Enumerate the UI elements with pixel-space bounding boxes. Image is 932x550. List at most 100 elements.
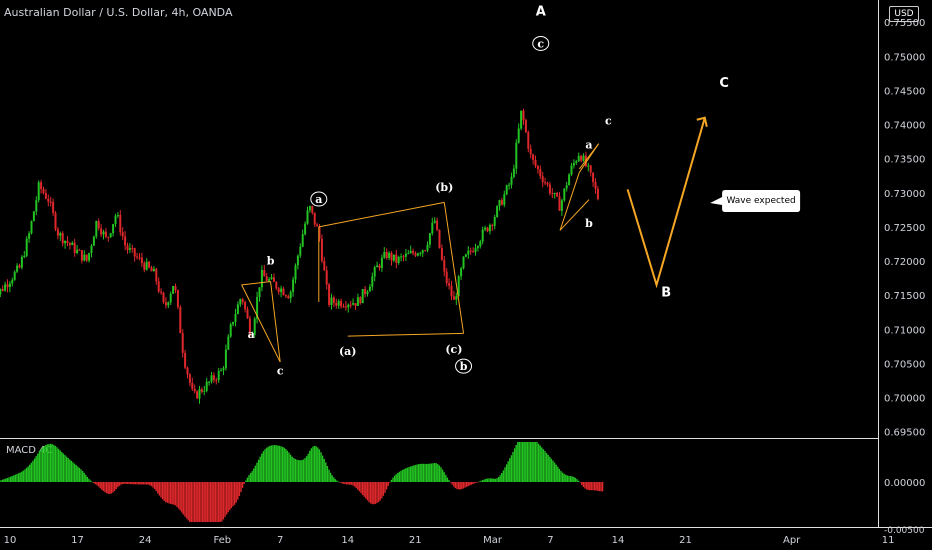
candle-body [304, 223, 307, 235]
macd-bar [329, 472, 332, 482]
macd-bar [454, 482, 457, 489]
triangle-right-1[interactable] [559, 172, 580, 231]
candle-body [548, 184, 551, 194]
macd-bar [152, 482, 154, 488]
candle-body [220, 370, 223, 372]
macd-bar [113, 482, 116, 491]
candle-body [102, 231, 105, 235]
candle-body [409, 250, 412, 254]
macd-bar [541, 447, 543, 482]
macd-bar [195, 482, 197, 522]
triangle-left-1[interactable] [241, 284, 281, 363]
macd-bar [350, 482, 353, 485]
macd-bar [381, 482, 383, 499]
candle-body [196, 391, 199, 399]
macd-bar [129, 482, 132, 485]
macd-bar [49, 443, 52, 482]
candle-body [109, 233, 112, 238]
macd-bar [161, 482, 164, 500]
macd-bar [17, 473, 20, 482]
macd-bar [574, 477, 577, 482]
candle-body [546, 182, 549, 185]
macd-bar [235, 482, 237, 503]
macd-bar [430, 463, 433, 482]
candle-body [462, 256, 465, 269]
macd-bar [373, 482, 375, 505]
candle-body [174, 286, 177, 291]
triangle-left-2[interactable] [270, 281, 281, 363]
macd-bar [168, 482, 170, 504]
macd-bar [313, 445, 316, 482]
macd-bar [13, 475, 15, 482]
candle-body [527, 132, 530, 149]
candle-body [1, 288, 4, 291]
candle-body [200, 389, 203, 392]
macd-bar [344, 482, 346, 485]
macd-bar [270, 445, 273, 482]
candle-body [270, 277, 273, 280]
channel-line-bottom[interactable] [347, 332, 464, 337]
macd-bar [558, 468, 561, 482]
macd-bar [221, 482, 223, 522]
candle-body [138, 257, 141, 259]
macd-bar [25, 467, 28, 482]
candle-body [37, 182, 40, 201]
callout-text: Wave expected [726, 196, 795, 206]
macd-bar [197, 482, 199, 522]
triangle-left-3[interactable] [241, 280, 271, 286]
candle-body [529, 148, 532, 155]
macd-bar [187, 482, 189, 521]
macd-bar [353, 482, 356, 487]
macd-bar [289, 454, 292, 482]
triangle-right-4[interactable] [559, 199, 590, 231]
candle-body [342, 306, 345, 308]
macd-bar [81, 470, 84, 482]
candle-body [474, 248, 477, 252]
candle-body [265, 276, 268, 281]
candle-body [124, 236, 127, 246]
macd-bar [182, 482, 185, 515]
macd-bar [587, 482, 589, 490]
currency-badge[interactable]: USD [889, 6, 919, 22]
macd-bar [513, 448, 516, 482]
candle-body [198, 389, 201, 399]
channel-line-right[interactable] [443, 202, 465, 334]
candle-body [558, 196, 561, 211]
macd-bar [312, 446, 314, 482]
macd-bar [150, 482, 153, 487]
candle-body [184, 352, 187, 368]
candle-body [551, 193, 554, 195]
candle-body [404, 253, 407, 257]
projection-path[interactable] [626, 117, 706, 289]
candle-body [119, 215, 122, 233]
macd-bar [408, 467, 410, 482]
macd-bar [382, 482, 385, 496]
candle-body [241, 299, 244, 302]
candle-body [208, 381, 211, 383]
macd-bar [243, 482, 245, 484]
candle-body [287, 296, 290, 299]
macd-bar [16, 473, 18, 482]
macd-bar [301, 460, 303, 482]
candle-body [52, 201, 55, 213]
macd-bar [581, 482, 583, 485]
macd-bar [328, 469, 330, 482]
macd-bar [361, 482, 364, 495]
macd-bar [542, 449, 545, 482]
macd-bar [222, 482, 225, 520]
candle-body [416, 253, 419, 256]
y-tick-label: 0.73000 [884, 189, 925, 200]
macd-bar [331, 475, 333, 482]
candle-body [443, 259, 446, 272]
candle-body [222, 368, 225, 371]
macd-bar [153, 482, 156, 490]
wave-expected-callout[interactable]: Wave expected [710, 190, 801, 213]
channel-line-top[interactable] [318, 201, 445, 228]
macd-bar [37, 453, 39, 482]
triangle-right-3[interactable] [578, 143, 600, 170]
macd-bar [64, 455, 66, 482]
candle-body [553, 192, 556, 194]
y-tick-label: 0.71000 [884, 325, 925, 336]
candle-body [356, 297, 359, 306]
